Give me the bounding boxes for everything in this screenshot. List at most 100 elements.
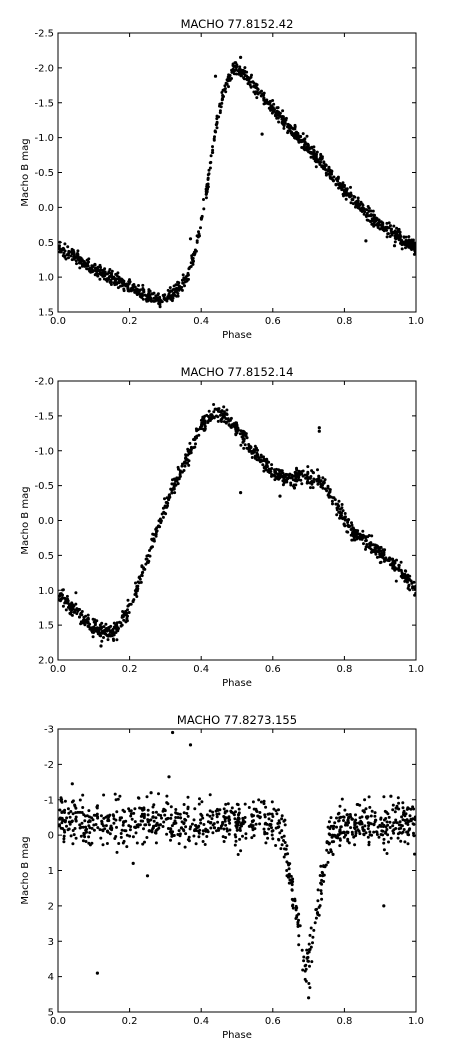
data-point	[176, 812, 180, 816]
data-point	[178, 832, 182, 836]
data-point	[336, 812, 340, 816]
data-point	[236, 813, 240, 817]
data-point	[407, 583, 411, 587]
data-point	[270, 826, 273, 830]
data-point	[412, 242, 416, 246]
data-point	[271, 99, 275, 102]
data-point	[364, 539, 368, 543]
data-point	[190, 254, 194, 258]
data-point	[141, 283, 145, 287]
data-point	[265, 832, 269, 835]
data-point	[215, 815, 219, 819]
data-point	[292, 474, 296, 478]
data-point	[215, 126, 219, 130]
data-point	[143, 293, 147, 297]
data-point	[170, 482, 174, 486]
data-point	[198, 797, 201, 801]
data-point	[130, 287, 134, 290]
data-point	[372, 830, 376, 834]
data-point	[167, 493, 171, 497]
data-point	[67, 251, 71, 255]
data-point	[150, 830, 154, 834]
data-point	[90, 264, 94, 268]
data-point	[63, 597, 67, 600]
data-point	[176, 465, 180, 469]
data-point	[315, 911, 319, 915]
data-point	[129, 809, 133, 813]
data-point	[379, 552, 382, 556]
data-point	[98, 828, 102, 832]
data-point	[219, 826, 223, 830]
data-point	[316, 482, 320, 486]
data-point	[202, 198, 205, 201]
data-point	[327, 851, 331, 855]
data-point	[346, 524, 350, 528]
data-point	[201, 832, 205, 836]
data-point	[381, 548, 385, 552]
data-point	[254, 86, 258, 90]
data-point	[264, 821, 268, 825]
data-point	[256, 453, 260, 456]
data-point	[384, 556, 388, 560]
data-point	[305, 145, 309, 149]
data-point	[370, 809, 374, 813]
data-point	[229, 416, 233, 420]
data-point	[197, 802, 201, 806]
y-axis-label: Macho B mag	[20, 486, 31, 554]
data-point	[62, 840, 66, 844]
data-point	[140, 295, 143, 299]
data-point	[192, 834, 196, 838]
x-tick-label: 0.2	[122, 1016, 138, 1027]
data-point	[399, 560, 403, 564]
data-point	[259, 94, 263, 98]
data-point	[102, 636, 105, 639]
data-point-outlier	[131, 861, 135, 866]
data-point	[58, 816, 62, 820]
data-point	[197, 824, 201, 828]
data-point	[145, 836, 149, 839]
data-point	[181, 281, 185, 285]
data-point	[262, 457, 266, 461]
data-point	[370, 219, 374, 223]
data-point	[266, 812, 270, 816]
data-point	[407, 235, 411, 239]
data-point	[254, 90, 258, 94]
data-point	[88, 843, 92, 847]
data-point	[193, 252, 197, 255]
data-point	[267, 102, 270, 106]
data-point	[315, 907, 319, 911]
data-point-outlier	[171, 730, 175, 735]
data-point	[325, 848, 329, 852]
data-point	[373, 814, 377, 818]
data-point	[303, 142, 307, 146]
data-point	[58, 824, 61, 828]
data-point	[343, 515, 347, 519]
data-point	[154, 294, 158, 298]
data-point	[215, 122, 219, 126]
data-point	[328, 490, 332, 494]
y-tick-label: -2.0	[34, 63, 54, 74]
data-point	[292, 486, 296, 490]
data-point	[189, 265, 193, 268]
y-tick-label: 4	[48, 972, 54, 983]
data-point	[148, 549, 151, 552]
data-point	[76, 249, 80, 253]
data-point	[397, 807, 401, 811]
data-point	[384, 226, 388, 230]
data-point	[251, 828, 255, 832]
data-point	[80, 610, 84, 613]
data-point	[287, 872, 291, 876]
data-point	[90, 826, 94, 830]
data-point	[326, 860, 330, 864]
data-point	[115, 825, 118, 829]
data-point	[287, 881, 291, 885]
data-point	[242, 430, 246, 434]
data-point	[333, 821, 337, 825]
data-point	[255, 96, 259, 100]
data-point	[297, 469, 301, 473]
data-point	[280, 469, 284, 473]
data-point	[308, 948, 312, 951]
data-point	[221, 97, 224, 101]
data-point	[166, 827, 170, 830]
data-point	[278, 821, 282, 825]
